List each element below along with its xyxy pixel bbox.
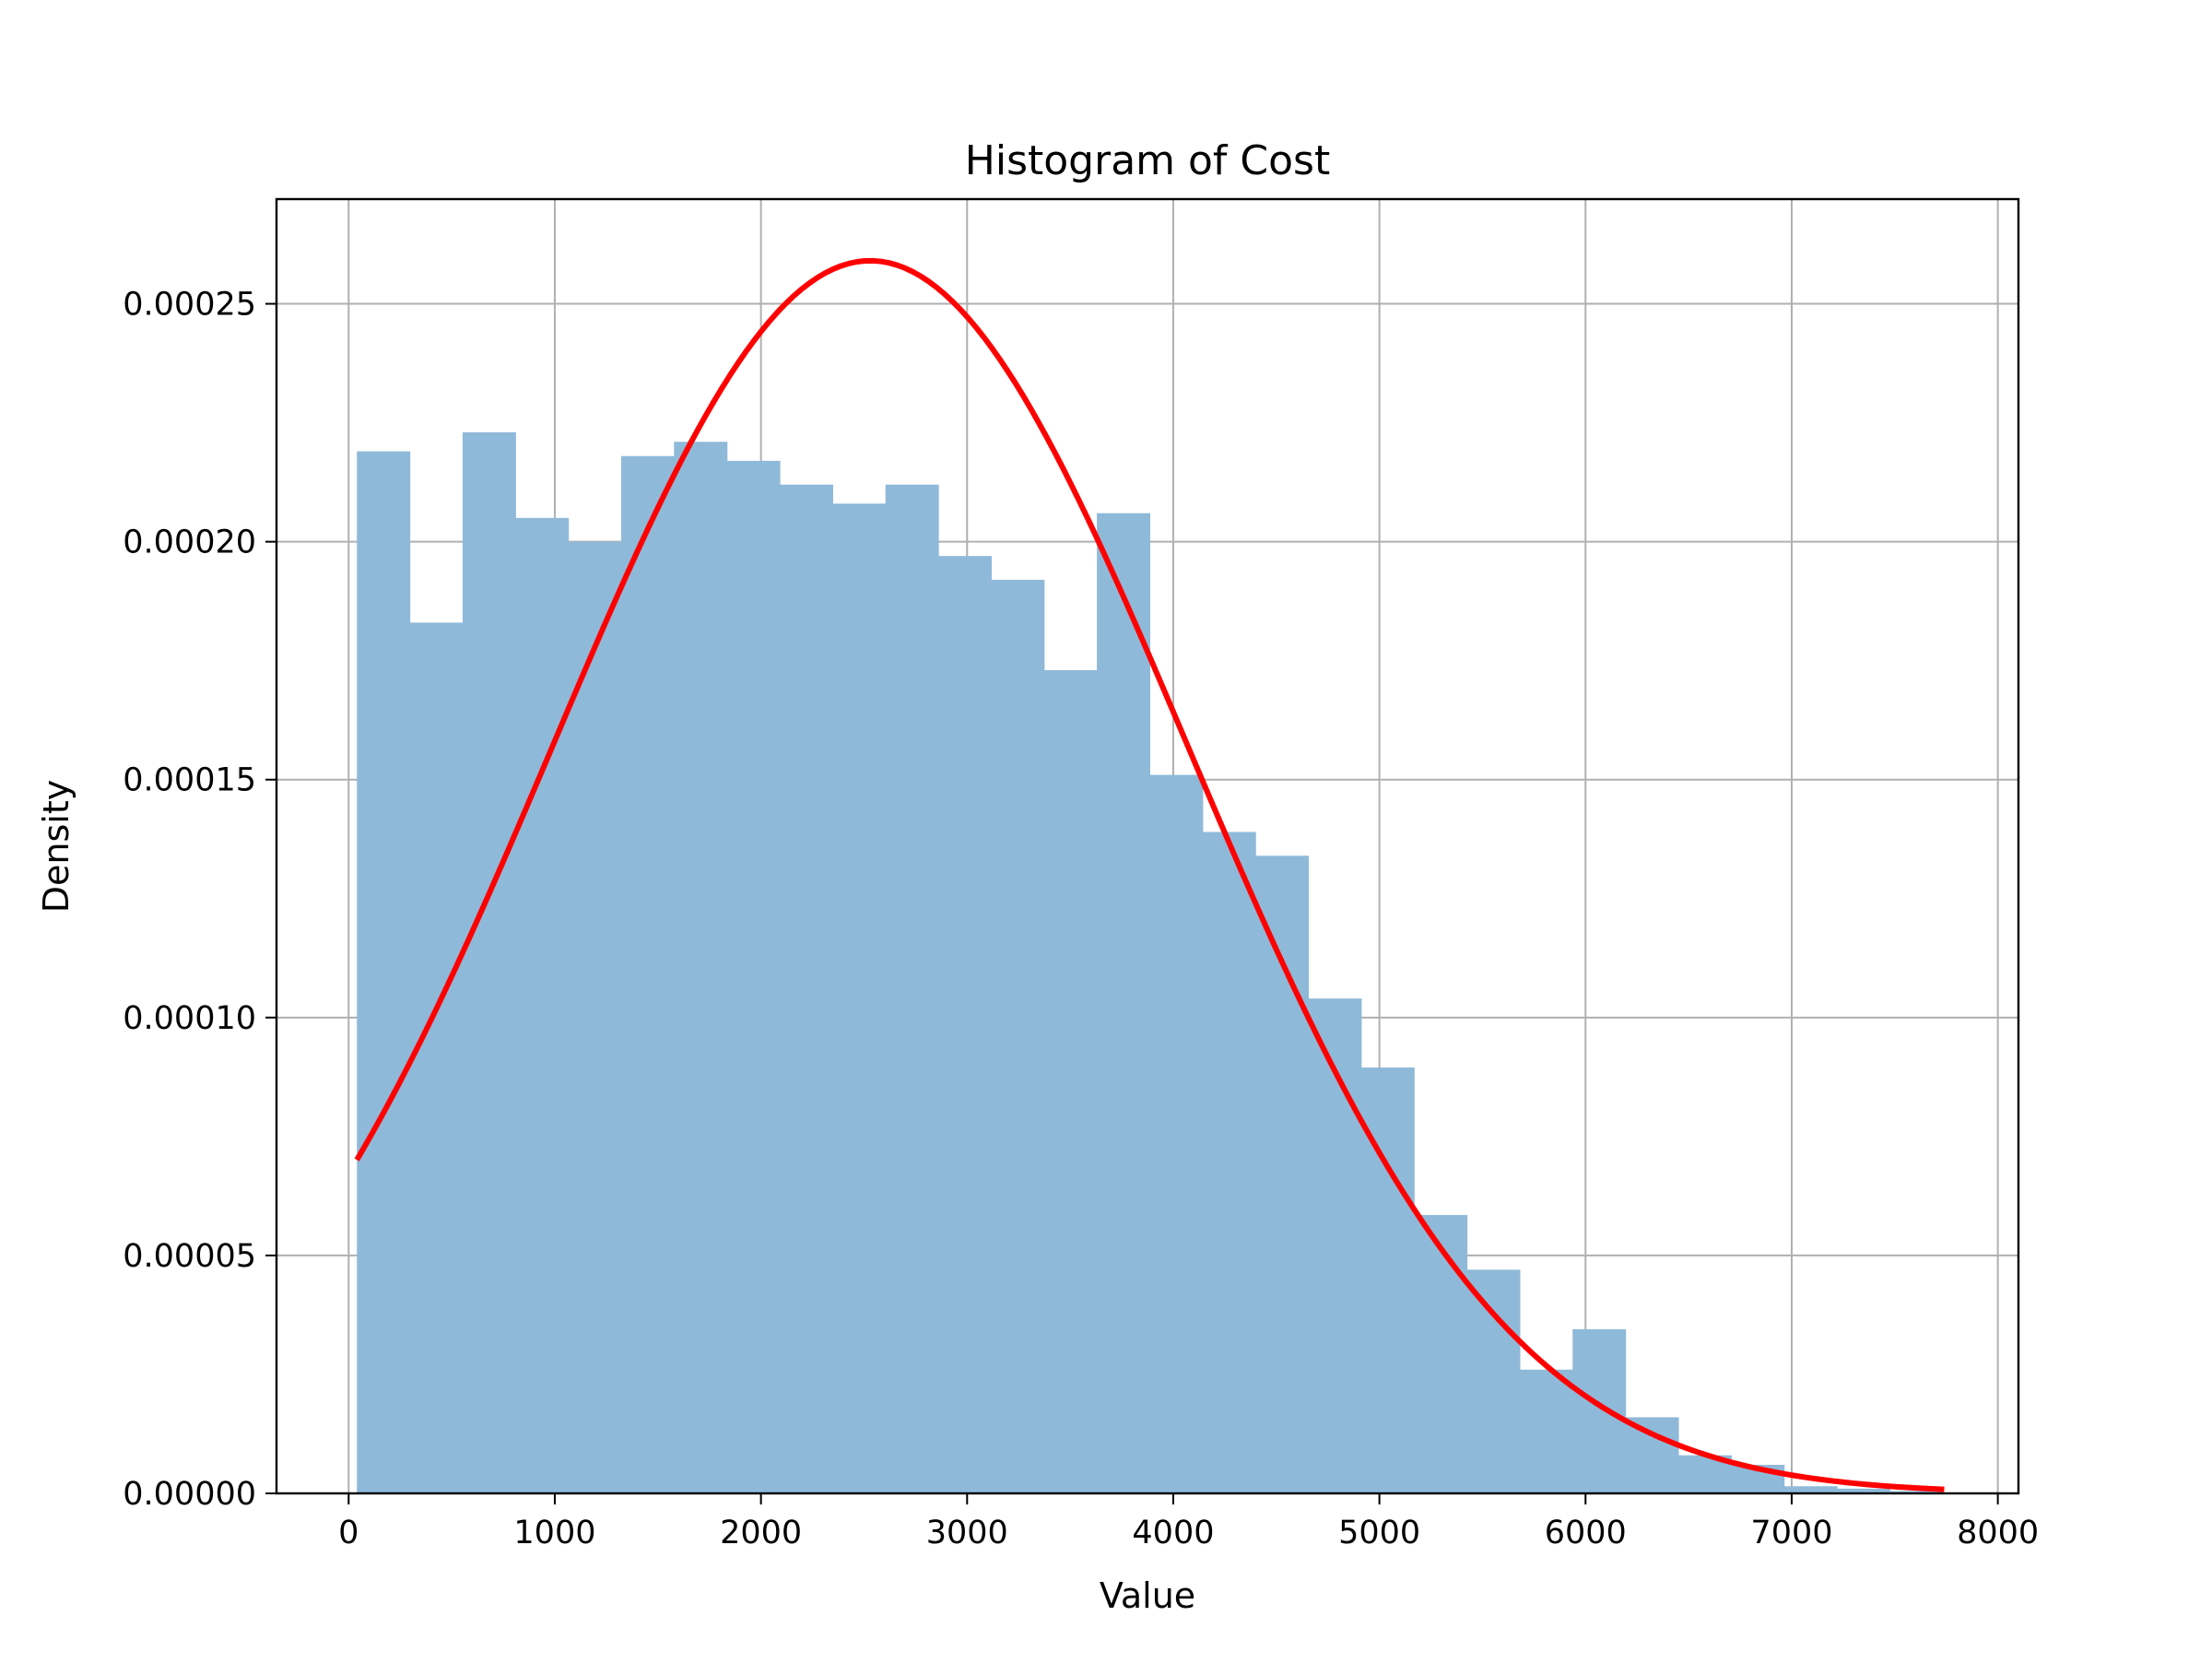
histogram-bar	[1043, 670, 1098, 1493]
histogram-bar	[1255, 855, 1310, 1493]
histogram-bar	[1097, 513, 1151, 1493]
histogram-bar	[1466, 1269, 1521, 1493]
histogram-bars	[357, 431, 1944, 1494]
histogram-bar	[1625, 1417, 1679, 1493]
fit-curve-layer	[354, 257, 1945, 1492]
x-tick-label: 1000	[513, 1515, 595, 1551]
y-axis: 0.00000 0.00005 0.00010 0.00015 0.00020 0.000…	[123, 287, 276, 1513]
y-tick-label: 0.00025	[123, 287, 256, 324]
y-tick-label: 0.00015	[123, 762, 256, 799]
histogram-bar	[991, 579, 1045, 1493]
histogram-bar	[515, 517, 570, 1493]
histogram-bar	[1572, 1328, 1627, 1493]
histogram-bar	[1519, 1369, 1573, 1493]
x-tick-label: 2000	[720, 1515, 802, 1551]
y-tick-label: 0.00000	[123, 1476, 256, 1513]
histogram-bar	[1149, 774, 1204, 1493]
histogram-bar	[1308, 998, 1362, 1493]
histogram-bar	[462, 431, 516, 1493]
x-tick-label: 7000	[1750, 1515, 1832, 1551]
histogram-bar	[726, 460, 781, 1493]
y-tick-label: 0.00010	[123, 1000, 256, 1037]
x-tick-label: 5000	[1338, 1515, 1420, 1551]
histogram-bar	[1414, 1215, 1468, 1493]
x-tick-label: 6000	[1545, 1515, 1627, 1551]
x-tick-label: 4000	[1132, 1515, 1214, 1551]
histogram-bar	[568, 541, 622, 1494]
histogram-bar	[1783, 1486, 1838, 1493]
histogram-bar	[1202, 832, 1256, 1493]
x-tick-label: 0	[338, 1515, 359, 1551]
x-axis: 0 1000 2000 3000 4000 5000 6000 7000 8000	[338, 1493, 2039, 1551]
x-axis-label: Value	[1100, 1575, 1195, 1616]
histogram-bar	[885, 484, 939, 1494]
x-tick-label: 8000	[1957, 1515, 2039, 1551]
y-axis-label: Density	[36, 780, 76, 913]
x-tick-label: 3000	[926, 1515, 1008, 1551]
histogram-bar	[1889, 1491, 1944, 1493]
histogram-bar	[674, 442, 728, 1493]
chart-title: Histogram of Cost	[965, 137, 1330, 184]
y-tick-label: 0.00020	[123, 525, 256, 561]
histogram-bar	[1836, 1488, 1890, 1493]
histogram-bar	[620, 455, 675, 1493]
histogram-bar	[780, 484, 833, 1494]
normal-fit-curve	[354, 257, 1945, 1492]
histogram-bar	[832, 503, 887, 1493]
plot-frame	[275, 197, 2020, 1495]
histogram-bar	[938, 556, 993, 1493]
y-tick-label: 0.00005	[123, 1238, 256, 1275]
histogram-bar	[409, 622, 464, 1493]
histogram-bar	[357, 451, 411, 1494]
